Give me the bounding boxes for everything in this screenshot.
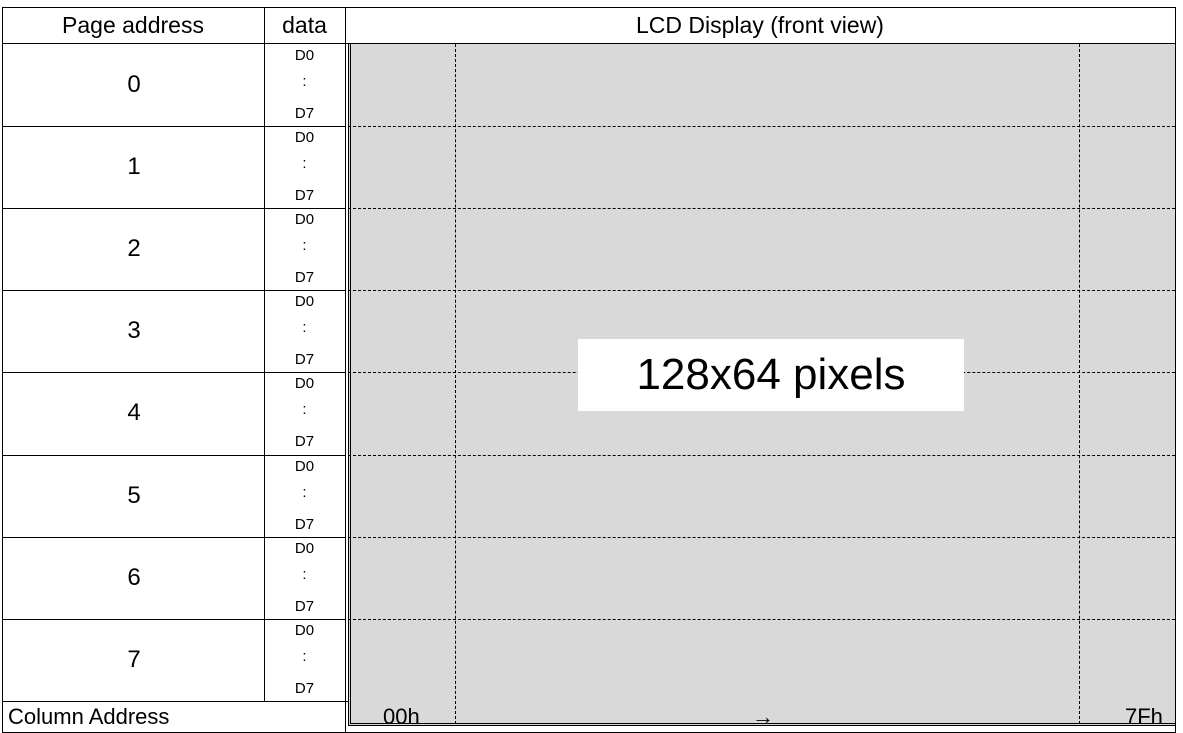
- bit-label-d7: D7: [294, 597, 315, 615]
- bit-range-colon: :: [302, 237, 307, 255]
- page-data-divider: [264, 7, 265, 701]
- last-column-guide: [1079, 44, 1080, 724]
- bit-label-d7: D7: [294, 105, 315, 122]
- lcd-page-boundary: [348, 619, 1175, 620]
- data-bits: D0: D7: [268, 537, 341, 619]
- page-row-divider: [2, 455, 345, 456]
- page-number: 0: [127, 71, 141, 99]
- lcd-page-boundary: [348, 208, 1175, 209]
- resolution-label: 128x64 pixels: [578, 339, 964, 411]
- data-bits: D0: D7: [268, 44, 341, 126]
- data-header: data: [282, 11, 327, 38]
- page-row-divider: [2, 290, 345, 291]
- bit-range-colon: :: [302, 483, 307, 501]
- bit-range-colon: :: [302, 401, 307, 419]
- table-left-border: [2, 7, 3, 733]
- page-number: 2: [127, 235, 141, 263]
- first-column-guide: [455, 44, 456, 724]
- lcd-page-boundary: [348, 537, 1175, 538]
- bit-label-d0: D0: [294, 211, 315, 229]
- column-start-address: 00h: [383, 704, 420, 729]
- page-row-divider: [2, 208, 345, 209]
- data-lcd-divider: [345, 7, 346, 733]
- bit-label-d0: D0: [294, 539, 315, 557]
- arrow-right-icon: →: [752, 704, 774, 729]
- page-row-divider: [2, 126, 345, 127]
- lcd-page-boundary: [348, 290, 1175, 291]
- bit-label-d0: D0: [294, 457, 315, 475]
- header-bottom-border: [2, 43, 1175, 44]
- column-end-address: 7Fh: [1125, 704, 1163, 729]
- page-number: 7: [127, 645, 141, 673]
- data-bits: D0: D7: [268, 290, 341, 372]
- lcd-display-title: LCD Display (front view): [636, 11, 884, 38]
- bit-range-colon: :: [302, 73, 307, 90]
- column-address-label: Column Address: [8, 704, 170, 729]
- page-number: 6: [127, 563, 141, 591]
- page-number: 3: [127, 317, 141, 345]
- data-bits: D0: D7: [268, 619, 341, 701]
- table-right-border: [1175, 7, 1176, 733]
- page-row-divider: [2, 372, 345, 373]
- bit-range-colon: :: [302, 155, 307, 173]
- data-bits: D0: D7: [268, 126, 341, 208]
- data-bits: D0: D7: [268, 455, 341, 537]
- bit-label-d7: D7: [294, 433, 315, 451]
- page-row-divider: [2, 537, 345, 538]
- data-bits: D0: D7: [268, 372, 341, 454]
- bit-label-d7: D7: [294, 269, 315, 287]
- bit-label-d7: D7: [294, 679, 315, 697]
- bit-label-d7: D7: [294, 187, 315, 205]
- bit-range-colon: :: [302, 647, 307, 665]
- bit-label-d0: D0: [294, 375, 315, 393]
- footer-top-border: [2, 701, 348, 702]
- bit-label-d0: D0: [294, 621, 315, 639]
- bit-label-d0: D0: [294, 293, 315, 311]
- bit-label-d0: D0: [294, 47, 315, 64]
- data-bits: D0: D7: [268, 208, 341, 290]
- bit-range-colon: :: [302, 565, 307, 583]
- page-address-header: Page address: [62, 11, 204, 38]
- bit-label-d0: D0: [294, 129, 315, 147]
- lcd-page-boundary: [348, 126, 1175, 127]
- bit-label-d7: D7: [294, 351, 315, 369]
- page-number: 4: [127, 399, 141, 427]
- lcd-page-boundary: [348, 455, 1175, 456]
- bit-range-colon: :: [302, 319, 307, 337]
- page-number: 5: [127, 481, 141, 509]
- bit-label-d7: D7: [294, 515, 315, 533]
- table-top-border: [2, 7, 1175, 8]
- page-number: 1: [127, 153, 141, 181]
- page-row-divider: [2, 619, 345, 620]
